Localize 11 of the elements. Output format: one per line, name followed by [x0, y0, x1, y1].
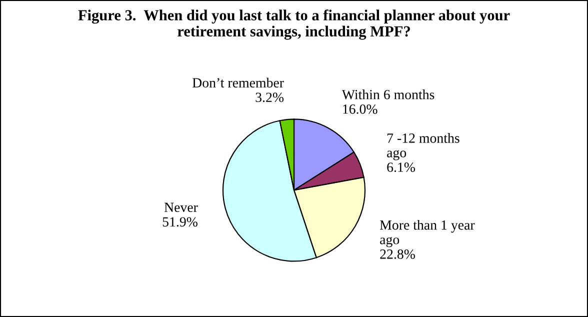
data-label: 22.8% — [380, 249, 415, 259]
slice-label: More than 1 year ago — [380, 220, 475, 248]
slice-label: 7 -12 months ago — [387, 133, 460, 160]
data-label: 6.1% — [387, 162, 415, 172]
data-label: 16.0% — [343, 104, 378, 114]
data-label: 3.2% — [256, 92, 284, 102]
slice-label: Never — [164, 202, 198, 212]
slice-label: Don’t remember — [192, 78, 284, 88]
data-label: 51.9% — [162, 217, 198, 227]
slice-label: Within 6 months — [342, 90, 434, 100]
chart-title: Figure 3. When did you last talk to a financial planner about your retirement savings, including MPF? — [78, 10, 510, 40]
